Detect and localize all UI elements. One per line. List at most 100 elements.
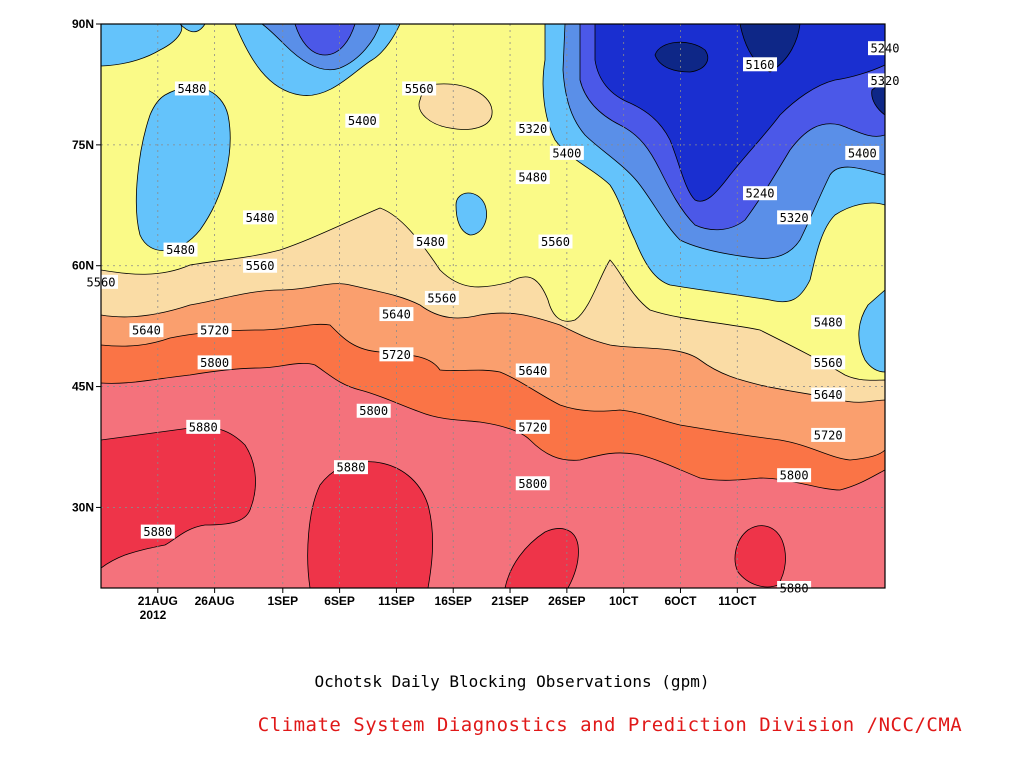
fill-below-5160-c	[871, 79, 885, 116]
fill-5800-5880	[101, 362, 885, 588]
contour-label-bg	[186, 419, 221, 434]
contour-label-text: 5320	[518, 122, 547, 136]
contour-label-text: 5720	[200, 324, 229, 338]
contour-label-bg	[163, 242, 198, 257]
contour-label: 5480	[811, 315, 846, 330]
x-tick-label: 26AUG	[195, 594, 235, 608]
contour-label: 5720	[515, 419, 550, 434]
x-tick-label: 21AUG	[138, 594, 178, 608]
fill-below-5160-b	[739, 24, 801, 73]
fill-5400-5480-island-mid	[455, 192, 487, 236]
contour-label-bg	[424, 290, 459, 305]
year-label: 2012	[140, 608, 167, 622]
contour-label-bg	[197, 323, 232, 338]
contour-label-bg	[174, 81, 209, 96]
contour-label: 5480	[243, 210, 278, 225]
contour-label: 5320	[515, 121, 550, 136]
contour-label-bg	[197, 355, 232, 370]
x-tick-label: 6SEP	[324, 594, 355, 608]
contour-label-bg	[333, 460, 368, 475]
contour-label-text: 5880	[337, 461, 366, 475]
contour-label-text: 5560	[541, 235, 570, 249]
contour-label-bg	[811, 315, 846, 330]
contour-label: 5480	[413, 234, 448, 249]
contour-label-bg	[515, 476, 550, 491]
contour-label-text: 5480	[518, 171, 547, 185]
contour-label-text: 5720	[382, 348, 411, 362]
x-tick-label: 6OCT	[664, 594, 697, 608]
y-tick-label: 30N	[72, 500, 94, 514]
contour-label-bg	[811, 427, 846, 442]
contour-label: 5640	[515, 363, 550, 378]
contour-label-bg	[243, 258, 278, 273]
x-tick-label: 11OCT	[718, 594, 757, 608]
y-tick-label: 75N	[72, 138, 94, 152]
x-tick-label: 11SEP	[378, 594, 415, 608]
contour-label-text: 5800	[200, 356, 229, 370]
fill-5400-5480-right-strip	[858, 289, 885, 373]
contour-fills	[101, 24, 885, 588]
contour-label: 5480	[515, 170, 550, 185]
contour-label-text: 5400	[848, 146, 877, 160]
contour-label-bg	[811, 355, 846, 370]
contour-label-text: 5800	[518, 477, 547, 491]
fill-below-5160-a	[654, 41, 709, 73]
contour-label: 5720	[379, 347, 414, 362]
contour-label-text: 5880	[189, 420, 218, 434]
plot-frame	[100, 23, 886, 589]
contour-label-text: 5480	[246, 211, 275, 225]
contour-label: 5800	[356, 403, 391, 418]
contour-label-bg	[413, 234, 448, 249]
contour-label: 5880	[186, 419, 221, 434]
x-tick-label: 16SEP	[435, 594, 472, 608]
contour-labels: 5480 5560 5400 5160 5240 5320 5320 5400 5400 5480…	[84, 41, 902, 596]
contour-label-bg	[811, 387, 846, 402]
contour-label-text: 5560	[405, 82, 434, 96]
x-tick-label: 10CT	[609, 594, 639, 608]
contour-label-bg	[777, 468, 812, 483]
contour-label-text: 5480	[416, 235, 445, 249]
contour-label: 5640	[379, 307, 414, 322]
contour-label-text: 5720	[518, 420, 547, 434]
contour-label-text: 5800	[780, 469, 809, 483]
contour-label: 5400	[845, 145, 880, 160]
contour-label-text: 5320	[780, 211, 809, 225]
contour-label: 5240	[743, 186, 778, 201]
contour-chart: 5480 5560 5400 5160 5240 5320 5320 5400 5400 5480…	[71, 17, 902, 622]
contour-label: 5880	[333, 460, 368, 475]
contour-label-bg	[140, 524, 175, 539]
y-tick-label: 45N	[72, 380, 94, 394]
contour-label: 5560	[811, 355, 846, 370]
x-axis: 21AUG 26AUG 1SEP 6SEP 11SEP 16SEP 21SEP 26SEP 10…	[138, 588, 757, 608]
contour-label-text: 5640	[382, 308, 411, 322]
x-tick-label: 26SEP	[548, 594, 585, 608]
contour-label-text: 5240	[746, 187, 775, 201]
contour-label-text: 5560	[814, 356, 843, 370]
contour-label: 5320	[777, 210, 812, 225]
contour-label-text: 5160	[746, 58, 775, 72]
contour-label-bg	[845, 145, 880, 160]
contour-label: 5800	[777, 468, 812, 483]
contour-label-bg	[379, 347, 414, 362]
contour-label: 5560	[538, 234, 573, 249]
contour-label: 5560	[402, 81, 437, 96]
contour-label: 5480	[163, 242, 198, 257]
contour-label: 5400	[345, 113, 380, 128]
contour-label: 5640	[129, 323, 164, 338]
contour-label-bg	[777, 210, 812, 225]
contour-label-bg	[538, 234, 573, 249]
contour-label-bg	[515, 419, 550, 434]
contour-label-text: 5400	[552, 146, 581, 160]
contour-label-bg	[356, 403, 391, 418]
contour-label: 5800	[197, 355, 232, 370]
contour-label-text: 5480	[177, 82, 206, 96]
contour-label: 5720	[811, 427, 846, 442]
contour-label: 5400	[549, 145, 584, 160]
contour-label-text: 5800	[359, 404, 388, 418]
contour-label: 5160	[743, 57, 778, 72]
contour-label-text: 5880	[143, 525, 172, 539]
contour-label-bg	[515, 121, 550, 136]
fill-5400-5480-upper-left	[101, 24, 183, 67]
fill-above-5880-6sep	[307, 461, 434, 588]
fill-above-5880-20sep	[504, 528, 579, 588]
